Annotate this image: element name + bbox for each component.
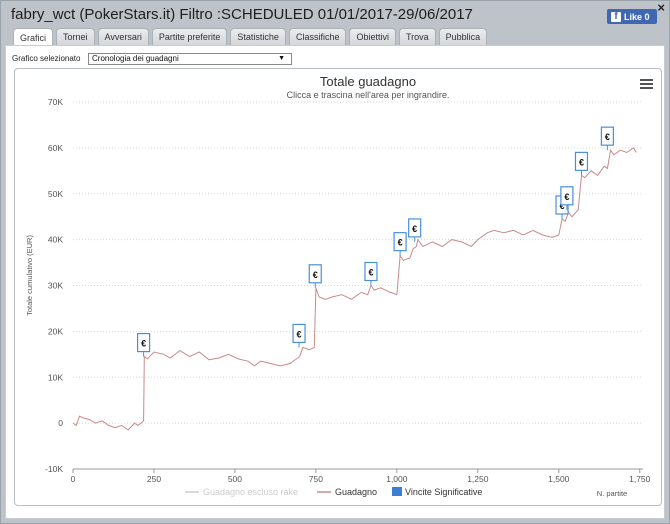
close-icon[interactable]: × (657, 0, 665, 15)
svg-text:€: € (412, 224, 417, 234)
significant-win-flag[interactable]: € (560, 186, 574, 210)
tab-trova[interactable]: Trova (398, 28, 436, 45)
x-tick-label: 0 (71, 474, 76, 484)
svg-text:€: € (564, 192, 569, 202)
tab-classifiche[interactable]: Classifiche (288, 28, 347, 45)
x-tick-label: 750 (309, 474, 323, 484)
chart-selector-dropdown[interactable]: Cronologia dei guadagni ▼ (88, 53, 292, 65)
tab-statistiche[interactable]: Statistiche (230, 28, 286, 45)
tab-obiettivi[interactable]: Obiettivi (349, 28, 396, 45)
svg-text:€: € (368, 268, 373, 278)
svg-text:€: € (398, 238, 403, 248)
significant-win-flag[interactable]: € (308, 264, 322, 288)
x-tick-label: 500 (228, 474, 242, 484)
x-tick-label: 250 (147, 474, 161, 484)
svg-text:€: € (297, 329, 302, 339)
y-tick-label: 70K (48, 97, 63, 107)
dropdown-arrow-icon: ▼ (278, 55, 285, 62)
svg-text:€: € (560, 201, 565, 211)
main-panel: Grafico selezionato Cronologia dei guada… (5, 45, 665, 519)
chart-selector-value: Cronologia dei guadagni (92, 54, 179, 63)
chart-title: Totale guadagno (320, 74, 416, 89)
y-tick-label: 50K (48, 189, 63, 199)
significant-win-flag[interactable]: € (600, 126, 614, 151)
chart-container: Totale guadagno Clicca e trascina nell'ar… (14, 68, 662, 506)
facebook-icon: f (611, 11, 621, 22)
y-tick-label: 20K (48, 326, 63, 336)
significant-win-flag[interactable]: € (137, 333, 151, 357)
like-label: Like 0 (624, 11, 650, 22)
x-tick-label: 1,500 (548, 474, 570, 484)
tab-pubblica[interactable]: Pubblica (438, 28, 488, 45)
y-tick-label: 60K (48, 143, 63, 153)
svg-text:€: € (605, 132, 610, 142)
svg-text:€: € (579, 157, 584, 167)
x-axis-title: N. partite (597, 489, 627, 498)
significant-win-flag[interactable]: € (393, 232, 407, 256)
tab-bar: Grafici Tornei Avversari Partite preferite S… (13, 28, 488, 46)
significant-win-flag[interactable]: € (408, 218, 422, 242)
chart-subtitle: Clicca e trascina nell'area per ingrandi… (287, 90, 450, 100)
significant-win-flag[interactable]: € (292, 323, 306, 348)
svg-text:Guadagno: Guadagno (335, 487, 377, 497)
tab-avversari[interactable]: Avversari (97, 28, 149, 45)
y-tick-label: 30K (48, 281, 63, 291)
y-tick-label: 40K (48, 235, 63, 245)
svg-text:€: € (313, 270, 318, 280)
x-tick-label: 1,750 (629, 474, 651, 484)
significant-win-flag[interactable]: € (364, 261, 378, 286)
facebook-like-button[interactable]: f Like 0 (607, 9, 657, 24)
svg-text:Vincite Significative: Vincite Significative (405, 487, 482, 497)
significant-win-flag[interactable]: € (574, 151, 589, 176)
chart-menu-icon[interactable] (640, 79, 653, 89)
series-line-guadagno (72, 147, 637, 431)
legend-item[interactable]: Guadagno escluso rake (185, 487, 298, 497)
title-bar: fabry_wct (PokerStars.it) Filtro :SCHEDU… (1, 0, 669, 27)
x-tick-label: 1,250 (467, 474, 489, 484)
svg-text:Guadagno escluso rake: Guadagno escluso rake (203, 487, 298, 497)
chart-selector-label: Grafico selezionato (12, 54, 81, 63)
tab-partite-preferite[interactable]: Partite preferite (151, 28, 228, 45)
tab-grafici[interactable]: Grafici (13, 28, 54, 46)
y-tick-label: 0 (58, 418, 63, 428)
x-tick-label: 1,000 (386, 474, 408, 484)
svg-text:€: € (141, 339, 146, 349)
y-tick-label: -10K (45, 464, 63, 474)
y-tick-label: 10K (48, 372, 63, 382)
y-axis-title: Totale cumulativo (EUR) (25, 235, 34, 316)
legend-item[interactable]: Guadagno (317, 487, 377, 497)
window-title: fabry_wct (PokerStars.it) Filtro :SCHEDU… (11, 6, 473, 23)
legend-item[interactable]: Vincite Significative (392, 487, 482, 497)
tab-tornei[interactable]: Tornei (56, 28, 95, 45)
